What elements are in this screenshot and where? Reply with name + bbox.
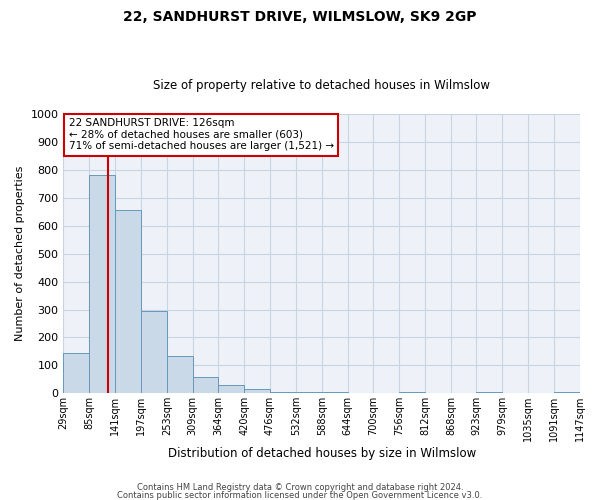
Bar [64,354,89,394]
Bar [218,385,244,394]
Bar [141,312,167,394]
Text: Contains public sector information licensed under the Open Government Licence v3: Contains public sector information licen… [118,490,482,500]
Text: 22, SANDHURST DRIVE, WILMSLOW, SK9 2GP: 22, SANDHURST DRIVE, WILMSLOW, SK9 2GP [123,10,477,24]
Bar [270,392,296,394]
Bar [322,392,347,394]
Bar [193,378,218,394]
Bar [400,392,425,394]
Text: Contains HM Land Registry data © Crown copyright and database right 2024.: Contains HM Land Registry data © Crown c… [137,484,463,492]
Y-axis label: Number of detached properties: Number of detached properties [15,166,25,342]
Bar [244,389,270,394]
Bar [89,174,115,394]
Bar [115,210,141,394]
Text: 22 SANDHURST DRIVE: 126sqm
← 28% of detached houses are smaller (603)
71% of sem: 22 SANDHURST DRIVE: 126sqm ← 28% of deta… [68,118,334,152]
Bar [167,356,193,394]
Bar [296,392,322,394]
Bar [554,392,580,394]
Bar [476,392,502,394]
Title: Size of property relative to detached houses in Wilmslow: Size of property relative to detached ho… [153,79,490,92]
X-axis label: Distribution of detached houses by size in Wilmslow: Distribution of detached houses by size … [167,447,476,460]
